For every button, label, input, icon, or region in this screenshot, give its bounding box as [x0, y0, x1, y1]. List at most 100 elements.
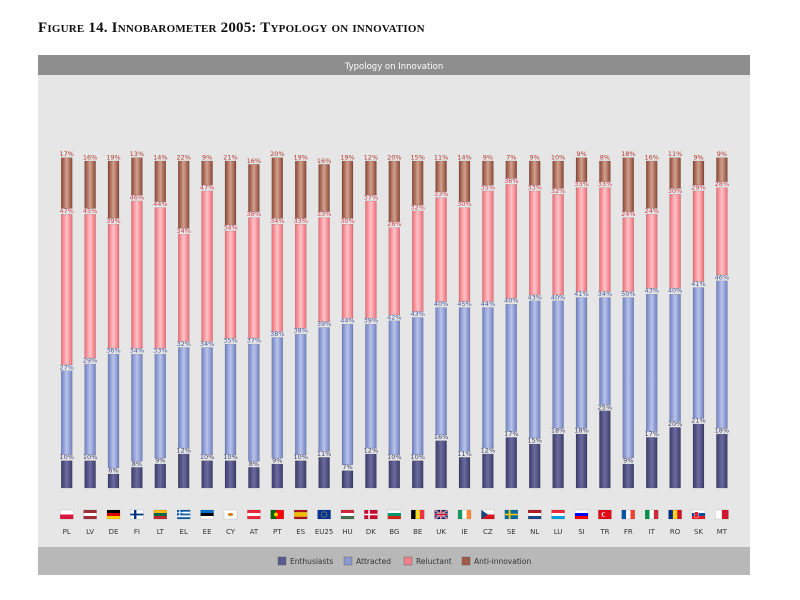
data-label-reluctant-pt: 34%	[270, 217, 284, 225]
data-label-enthusiasts-mt: 18%	[715, 427, 729, 435]
data-label-attracted-mt: 46%	[715, 273, 729, 281]
bar-reluctant-pl	[61, 214, 73, 365]
data-label-reluctant-fi: 46%	[130, 193, 144, 201]
x-tick-label-cz: CZ	[483, 528, 493, 536]
bar-reluctant-uk	[435, 197, 447, 302]
bar-anti-innovation-el	[177, 160, 190, 229]
bar-enthusiasts-el	[177, 453, 190, 489]
bar-reluctant-at	[248, 217, 260, 339]
legend-label-enthusiasts: Enthusiasts	[290, 557, 333, 566]
flag-cy-icon	[223, 509, 238, 520]
data-label-anti-innovation-tr: 8%	[600, 154, 610, 162]
bar-reluctant-si	[575, 187, 588, 292]
bar-enthusiasts-eu25	[318, 457, 330, 489]
data-label-attracted-pl: 27%	[59, 363, 73, 371]
data-label-attracted-el: 32%	[176, 340, 190, 348]
bar-anti-innovation-pl	[61, 157, 73, 209]
data-label-reluctant-nl: 33%	[527, 183, 541, 191]
data-label-enthusiasts-ro: 20%	[668, 420, 682, 428]
data-label-anti-innovation-pl: 17%	[59, 150, 73, 158]
bar-reluctant-se	[505, 184, 517, 299]
flag-tr-icon	[598, 509, 612, 520]
data-label-anti-innovation-fi: 13%	[130, 150, 144, 158]
data-label-reluctant-eu25: 33%	[317, 210, 331, 218]
bar-reluctant-nl	[529, 190, 541, 296]
bar-attracted-lv	[84, 363, 96, 455]
data-label-enthusiasts-lt: 9%	[155, 457, 165, 465]
x-tick-label-eu25: EU25	[315, 528, 333, 536]
data-label-enthusiasts-cz: 12%	[481, 447, 495, 455]
flag-ie-icon	[457, 509, 472, 520]
data-label-reluctant-sk: 29%	[691, 183, 705, 191]
data-label-anti-innovation-ie: 14%	[457, 154, 471, 162]
bar-attracted-uk	[435, 307, 447, 435]
bar-attracted-at	[248, 343, 260, 462]
bar-enthusiasts-bg	[388, 460, 400, 489]
data-label-enthusiasts-dk: 12%	[364, 447, 378, 455]
bar-anti-innovation-lu	[552, 160, 564, 189]
data-label-reluctant-hu: 30%	[340, 217, 354, 225]
flag-sk-icon	[691, 509, 706, 520]
x-tick-label-pt: PT	[273, 528, 282, 536]
data-label-reluctant-ro: 30%	[668, 187, 682, 195]
x-tick-label-uk: UK	[436, 528, 446, 536]
bar-enthusiasts-tr	[599, 410, 611, 489]
flag-cz-icon	[481, 509, 495, 520]
data-label-enthusiasts-at: 8%	[249, 460, 259, 468]
x-tick-label-pl: PL	[63, 528, 71, 536]
bar-reluctant-lt	[154, 207, 167, 349]
data-label-enthusiasts-bg: 10%	[387, 453, 401, 461]
bar-attracted-el	[177, 347, 190, 449]
x-tick-label-de: DE	[109, 528, 119, 536]
bar-anti-innovation-cz	[482, 160, 494, 186]
data-label-attracted-hu: 44%	[340, 317, 354, 325]
bar-attracted-lt	[154, 353, 167, 459]
x-tick-label-ee: EE	[203, 528, 212, 536]
legend-label-reluctant: Reluctant	[416, 557, 452, 566]
bar-anti-innovation-sk	[692, 160, 705, 186]
flag-el-icon	[177, 509, 191, 520]
flag-de-icon	[106, 509, 121, 520]
data-label-anti-innovation-de: 19%	[106, 154, 120, 162]
bar-anti-innovation-nl	[529, 160, 541, 186]
bar-anti-innovation-fr	[622, 157, 634, 212]
bar-reluctant-lv	[84, 214, 96, 359]
bar-enthusiasts-cy	[224, 460, 237, 489]
x-tick-label-el: EL	[180, 528, 188, 536]
data-label-reluctant-se: 36%	[504, 177, 518, 185]
data-label-reluctant-de: 39%	[106, 217, 120, 225]
bar-reluctant-ee	[201, 190, 213, 342]
bar-enthusiasts-pl	[61, 460, 73, 489]
flags-layer	[60, 509, 729, 520]
bar-attracted-sk	[692, 287, 705, 419]
bar-attracted-nl	[529, 300, 541, 439]
data-label-enthusiasts-ie: 11%	[457, 450, 471, 458]
data-label-attracted-lt: 33%	[153, 347, 167, 355]
data-label-anti-innovation-el: 22%	[176, 154, 190, 162]
bar-anti-innovation-uk	[435, 160, 447, 192]
x-tick-label-lt: LT	[157, 528, 165, 536]
data-label-reluctant-be: 32%	[410, 203, 424, 211]
data-label-enthusiasts-fr: 9%	[623, 457, 633, 465]
bar-attracted-ee	[201, 347, 213, 455]
bar-attracted-be	[412, 317, 424, 455]
chart-header-bar	[38, 55, 750, 75]
bar-reluctant-lu	[552, 194, 564, 296]
data-label-anti-innovation-lv: 16%	[83, 154, 97, 162]
data-label-attracted-tr: 34%	[598, 290, 612, 298]
bar-anti-innovation-lv	[84, 160, 96, 209]
data-label-reluctant-bg: 28%	[387, 220, 401, 228]
x-tick-label-si: SI	[578, 528, 585, 536]
x-tick-label-dk: DK	[366, 528, 376, 536]
flag-lt-icon	[153, 509, 167, 520]
data-label-reluctant-tr: 33%	[598, 180, 612, 188]
bar-anti-innovation-lt	[154, 160, 167, 202]
bar-reluctant-de	[107, 224, 120, 349]
data-label-enthusiasts-se: 17%	[504, 430, 518, 438]
data-label-reluctant-lt: 44%	[153, 200, 167, 208]
x-tick-label-se: SE	[507, 528, 516, 536]
bar-attracted-it	[646, 293, 658, 432]
data-label-enthusiasts-pl: 10%	[59, 453, 73, 461]
data-label-enthusiasts-lu: 18%	[551, 427, 565, 435]
flag-fi-icon	[130, 509, 144, 520]
